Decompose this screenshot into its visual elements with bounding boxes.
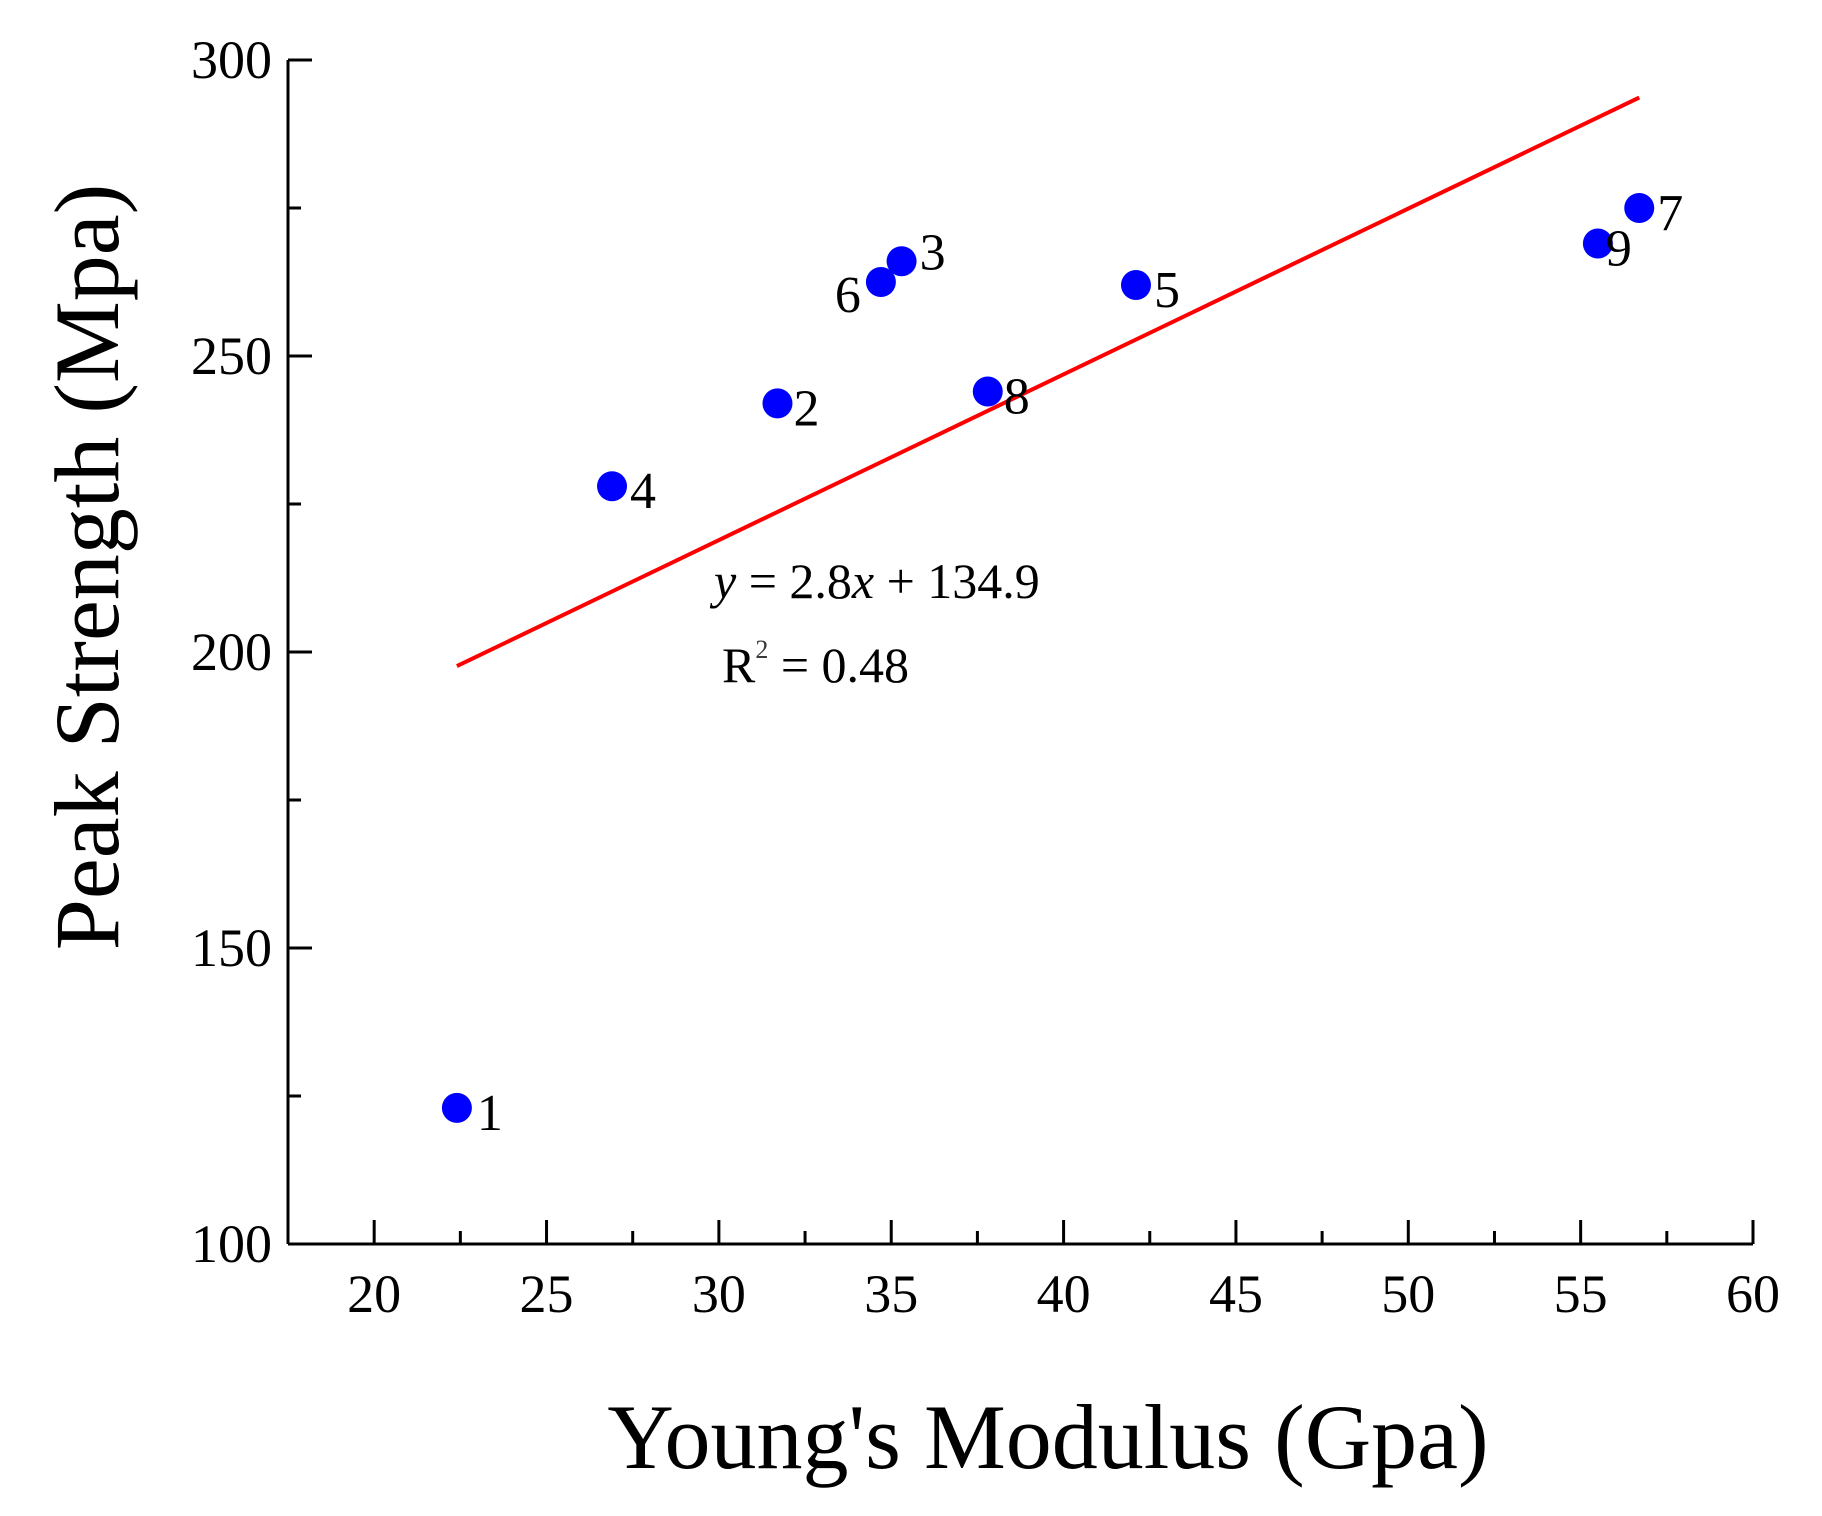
data-point <box>441 1092 472 1123</box>
r2-value: = 0.48 <box>768 637 909 693</box>
x-tick-label: 45 <box>1209 1264 1263 1324</box>
equation-mid: = 2.8 <box>736 553 852 609</box>
r2-prefix: R <box>722 637 756 693</box>
data-point-label: 6 <box>835 267 861 324</box>
data-point <box>762 388 793 419</box>
data-point <box>865 267 896 297</box>
data-point <box>972 376 1003 407</box>
regression-line <box>456 95 1641 668</box>
r2-superscript: 2 <box>755 635 768 664</box>
x-tick-label: 25 <box>520 1264 574 1324</box>
y-tick-label: 150 <box>191 918 272 978</box>
equation-y: y <box>709 553 737 609</box>
equation-x: x <box>851 553 874 609</box>
x-tick-label: 40 <box>1037 1264 1091 1324</box>
data-point-label: 4 <box>630 463 656 520</box>
x-tick-label: 55 <box>1554 1264 1608 1324</box>
regression-line-group <box>456 95 1641 668</box>
equation-text: y = 2.8x + 134.9 <box>709 553 1040 609</box>
data-point <box>597 471 628 502</box>
data-point-label: 1 <box>477 1085 503 1142</box>
y-tick-label: 250 <box>191 326 272 386</box>
data-point <box>886 246 917 277</box>
data-point-label: 3 <box>920 224 946 281</box>
x-tick-label: 30 <box>692 1264 746 1324</box>
data-point-label: 7 <box>1657 185 1683 242</box>
data-point-label: 5 <box>1154 262 1180 319</box>
data-point <box>1582 228 1613 259</box>
r-squared-text: R2 = 0.48 <box>722 635 909 693</box>
x-tick-label: 35 <box>864 1264 918 1324</box>
data-point <box>1120 269 1151 300</box>
fit-equation: y = 2.8x + 134.9 R2 = 0.48 <box>709 553 1040 693</box>
data-points: 1 2 3 4 5 6 7 8 9 <box>441 185 1683 1142</box>
y-tick-label: 200 <box>191 622 272 682</box>
data-point-label: 8 <box>1004 369 1030 426</box>
x-axis-title: Young's Modulus (Gpa) <box>607 1386 1488 1488</box>
x-tick-label: 60 <box>1726 1264 1780 1324</box>
data-point-label: 2 <box>793 380 819 437</box>
data-point-label: 9 <box>1606 221 1632 278</box>
data-point <box>1624 193 1655 223</box>
y-tick-label: 300 <box>191 30 272 90</box>
equation-tail: + 134.9 <box>874 553 1040 609</box>
y-axis-title: Peak Strength (Mpa) <box>36 184 138 951</box>
y-tick-label: 100 <box>191 1214 272 1274</box>
x-tick-label: 50 <box>1381 1264 1435 1324</box>
x-tick-label: 20 <box>347 1264 401 1324</box>
